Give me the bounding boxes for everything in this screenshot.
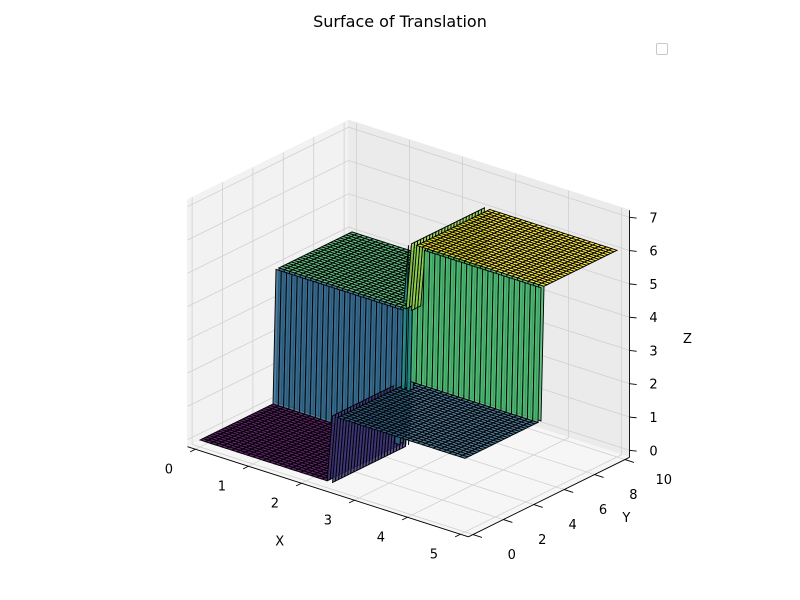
x-axis-line (187, 446, 469, 538)
z-tick (629, 216, 637, 219)
y-tick-label: 10 (656, 473, 673, 488)
x-tick-label: 4 (377, 530, 385, 545)
z-tick-label: 7 (649, 211, 657, 226)
y-tick-label: 2 (538, 533, 546, 548)
y-tick (503, 519, 513, 523)
surface-facet (326, 413, 337, 482)
z-axis-label: Z (683, 332, 692, 347)
x-tick-label: 2 (271, 496, 279, 511)
y-tick-label: 8 (629, 488, 637, 503)
surface-facet (405, 241, 416, 310)
z-tick-label: 3 (649, 344, 657, 359)
y-tick (564, 489, 574, 493)
x-tick (189, 448, 196, 453)
grid-line-z (187, 160, 630, 251)
x-tick-label: 0 (165, 462, 173, 477)
z-tick-label: 5 (649, 278, 657, 293)
y-tick-label: 4 (568, 518, 576, 533)
x-tick (454, 533, 461, 538)
x-axis-label: X (275, 534, 284, 549)
x-tick-label: 3 (324, 513, 332, 528)
x-tick (348, 499, 355, 504)
z-tick-label: 4 (649, 311, 657, 326)
legend (656, 43, 668, 55)
surface-facet (458, 454, 470, 459)
z-tick (629, 416, 637, 419)
surface (198, 207, 619, 484)
y-tick (472, 534, 483, 538)
y-tick (594, 474, 604, 478)
z-tick (629, 449, 637, 452)
z-tick-label: 1 (649, 411, 657, 426)
z-tick (629, 383, 637, 385)
surface-facet (532, 285, 542, 424)
grid-line-z (187, 126, 630, 218)
x-tick (295, 482, 302, 487)
y-axis-line (468, 456, 630, 538)
surface-facet (537, 282, 549, 287)
grid-line-y (191, 197, 474, 535)
y-axis-label: Y (621, 511, 630, 526)
x-tick (401, 516, 408, 521)
grid-line-x (460, 207, 622, 535)
z-tick (629, 283, 637, 286)
axes: 0 1 2 3 4 5 X 0 2 4 6 8 10 Y 0 1 2 3 4 5 6 7 Z (165, 210, 692, 563)
x-tick (242, 465, 249, 470)
x-tick-label: 5 (430, 547, 438, 562)
chart-title: Surface of Translation (313, 12, 487, 31)
z-tick-label: 2 (649, 378, 657, 393)
z-tick (629, 250, 637, 252)
y-tick (533, 504, 543, 508)
z-tick-label: 0 (649, 444, 657, 459)
z-tick-label: 6 (649, 245, 657, 260)
x-tick-label: 1 (218, 479, 226, 494)
y-tick-label: 6 (599, 503, 607, 518)
y-tick (624, 459, 635, 463)
z-tick (629, 349, 637, 352)
y-tick-label: 0 (508, 548, 516, 563)
z-tick (629, 316, 637, 319)
